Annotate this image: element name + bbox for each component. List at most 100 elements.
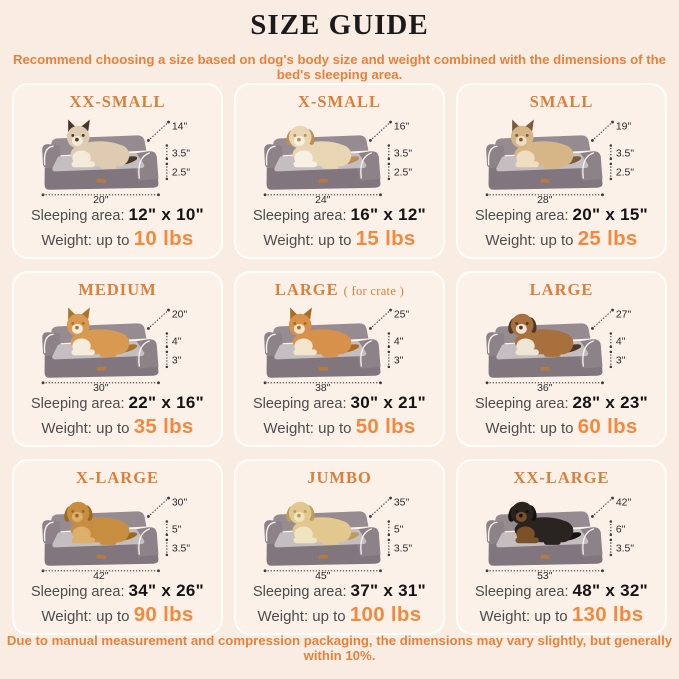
size-grid: XX-SMALL xyxy=(12,83,667,635)
depth-dimension-label: 25" xyxy=(394,310,410,321)
page-title: SIZE GUIDE xyxy=(250,9,429,41)
size-name: SMALL xyxy=(529,92,594,111)
bed-figure: 14" 3.5" 2.5" 20" xyxy=(18,112,217,204)
weight-value: 90 lbs xyxy=(133,603,194,626)
sleeping-area-line: Sleeping area: 37" x 31" xyxy=(253,581,426,601)
brand-tag xyxy=(540,178,550,183)
pet-illustration xyxy=(510,119,582,169)
size-name: MEDIUM xyxy=(78,280,157,299)
weight-value: 60 lbs xyxy=(577,415,638,438)
sleeping-area-value: 48" x 32" xyxy=(572,581,649,600)
bed-figure: 35" 5" 3.5" 45" xyxy=(240,488,439,580)
depth-dimension-label: 16" xyxy=(394,122,410,133)
bed-figure: 25" 4" 3" 38" xyxy=(240,300,439,392)
sleeping-area-line: Sleeping area: 22" x 16" xyxy=(31,393,204,413)
footnote: Due to manual measurement and compressio… xyxy=(6,633,673,663)
bed-figure: 19" 3.5" 2.5" 28" xyxy=(462,112,661,204)
brand-tag xyxy=(96,366,106,371)
sleeping-area-label: Sleeping area: xyxy=(30,396,125,412)
bolster-height-label: 4" xyxy=(616,336,626,347)
width-dimension-label: 28" xyxy=(537,195,553,204)
bed-illustration: 20" 4" 3" 30" xyxy=(41,307,188,392)
bed-figure: 30" 5" 3.5" 42" xyxy=(18,488,217,580)
size-name: LARGE xyxy=(529,280,594,299)
page-subtitle: Recommend choosing a size based on dog's… xyxy=(12,52,667,82)
bed-illustration: 14" 3.5" 2.5" 20" xyxy=(41,119,190,204)
dimension-annotations: 27" 4" 3" 36" xyxy=(485,308,632,392)
sleeping-area-value: 34" x 26" xyxy=(128,581,205,600)
size-card-title: X-SMALL xyxy=(298,92,381,112)
size-name: LARGE xyxy=(274,280,339,299)
sleeping-area-line: Sleeping area: 20" x 15" xyxy=(475,205,648,225)
weight-line: Weight: up to 50 lbs xyxy=(263,415,415,439)
base-height-label: 3.5" xyxy=(394,544,413,555)
dimension-annotations: 19" 3.5" 2.5" 28" xyxy=(485,120,635,204)
weight-label: Weight: up to xyxy=(485,420,574,437)
size-card: X-LARGE xyxy=(12,459,223,635)
weight-value: 100 lbs xyxy=(349,603,422,626)
weight-line: Weight: up to 60 lbs xyxy=(485,415,637,439)
dimension-annotations: 25" 4" 3" 38" xyxy=(263,308,410,392)
dimension-annotations: 20" 4" 3" 30" xyxy=(41,308,188,392)
brand-tag xyxy=(318,366,328,371)
size-name: JUMBO xyxy=(307,468,372,487)
size-card: XX-SMALL xyxy=(12,83,223,259)
weight-line: Weight: up to 25 lbs xyxy=(485,227,637,251)
brand-tag xyxy=(318,554,328,559)
bed-illustration: 25" 4" 3" 38" xyxy=(263,307,410,392)
weight-label: Weight: up to xyxy=(257,608,346,625)
sleeping-area-line: Sleeping area: 12" x 10" xyxy=(31,205,204,225)
size-card-title: JUMBO xyxy=(307,468,372,488)
weight-value: 35 lbs xyxy=(133,415,194,438)
bolster-height-label: 6" xyxy=(616,524,626,535)
base-height-label: 2.5" xyxy=(616,168,635,179)
size-card: SMALL xyxy=(456,83,667,259)
sleeping-area-value: 22" x 16" xyxy=(128,393,205,412)
size-card-title: X-LARGE xyxy=(76,468,159,488)
base-height-label: 3" xyxy=(616,356,626,367)
size-card: JUMBO xyxy=(234,459,445,635)
pet-illustration xyxy=(508,501,582,545)
weight-value: 130 lbs xyxy=(571,603,644,626)
depth-dimension-label: 20" xyxy=(172,310,188,321)
bed-illustration: 42" 6" 3.5" 53" xyxy=(485,496,634,580)
depth-dimension-label: 30" xyxy=(172,498,188,509)
weight-line: Weight: up to 130 lbs xyxy=(480,603,644,627)
bolster-height-label: 5" xyxy=(172,524,182,535)
weight-label: Weight: up to xyxy=(485,232,574,249)
pet-illustration xyxy=(286,501,360,545)
dimension-annotations: 30" 5" 3.5" 42" xyxy=(41,496,191,580)
size-card-title: MEDIUM xyxy=(78,280,156,300)
bed-figure: 20" 4" 3" 30" xyxy=(18,300,217,392)
bed-illustration: 16" 3.5" 2.5" 24" xyxy=(263,120,412,204)
sleeping-area-label: Sleeping area: xyxy=(474,208,569,224)
brand-tag xyxy=(318,178,328,183)
base-height-label: 3" xyxy=(172,356,182,367)
bed-illustration: 35" 5" 3.5" 45" xyxy=(263,496,413,580)
size-name: XX-LARGE xyxy=(513,468,610,487)
depth-dimension-label: 27" xyxy=(616,310,632,321)
sleeping-area-value: 28" x 23" xyxy=(572,393,649,412)
pet-illustration xyxy=(66,119,138,169)
size-name: X-LARGE xyxy=(75,468,160,487)
brand-tag xyxy=(96,178,106,183)
weight-label: Weight: up to xyxy=(41,232,130,249)
sleeping-area-label: Sleeping area: xyxy=(30,208,125,224)
width-dimension-label: 20" xyxy=(93,195,109,204)
bed-figure: 27" 4" 3" 36" xyxy=(462,300,661,392)
sleeping-area-label: Sleeping area: xyxy=(252,208,347,224)
size-name: XX-SMALL xyxy=(69,92,166,111)
bed-illustration: 27" 4" 3" 36" xyxy=(485,308,632,392)
depth-dimension-label: 42" xyxy=(616,498,632,509)
size-card-title: SMALL xyxy=(530,92,594,112)
weight-value: 50 lbs xyxy=(355,415,416,438)
size-card: LARGE xyxy=(456,271,667,447)
base-height-label: 3.5" xyxy=(172,544,191,555)
sleeping-area-label: Sleeping area: xyxy=(474,396,569,412)
dimension-annotations: 35" 5" 3.5" 45" xyxy=(263,496,413,580)
weight-line: Weight: up to 35 lbs xyxy=(41,415,193,439)
weight-line: Weight: up to 10 lbs xyxy=(41,227,193,251)
width-dimension-label: 53" xyxy=(537,571,553,580)
sleeping-area-value: 30" x 21" xyxy=(350,393,427,412)
